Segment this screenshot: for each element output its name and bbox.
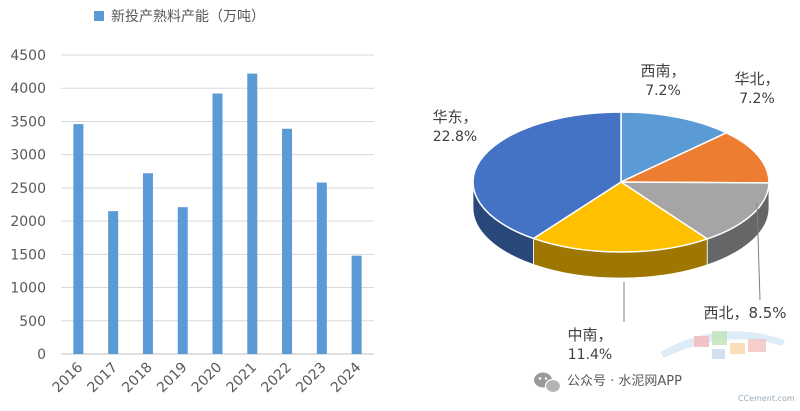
x-tick-label: 2018 <box>119 360 156 397</box>
pie-label-华东: 华东， <box>432 108 477 126</box>
pie-slice-西南 <box>620 111 729 184</box>
pie-pct-华东: 22.8% <box>433 129 477 145</box>
bar-2020 <box>212 93 223 354</box>
x-tick-label: 2020 <box>189 360 226 397</box>
bar-2019 <box>177 207 188 354</box>
y-tick-label: 0 <box>37 347 46 363</box>
y-tick-label: 1500 <box>10 247 46 263</box>
bar-series <box>73 73 362 355</box>
leader-line <box>756 202 761 301</box>
wechat-icon <box>534 372 562 394</box>
pie-slice-华东 <box>472 111 622 240</box>
watermark-text: 公众号 · 水泥网APP <box>567 374 682 389</box>
logo-text: CCement.com <box>738 394 795 403</box>
bar-y-tick-labels: 0 500 1000 1500 2000 2500 3000 3500 4000 4500 <box>10 48 46 363</box>
site-logo: CCement.com <box>660 331 795 403</box>
pie-label-华北: 华北， <box>734 70 779 88</box>
y-tick-label: 2000 <box>10 214 46 230</box>
pie-label-西南: 西南， <box>640 62 685 80</box>
x-tick-label: 2021 <box>224 360 261 397</box>
y-tick-label: 4000 <box>10 81 46 97</box>
bar-2017 <box>108 211 119 354</box>
pie-chart: 西南， 7.2% 华北， 7.2% 西北，8.5% 中南， 11.4% 华东， 22.8% <box>432 62 786 363</box>
y-tick-label: 500 <box>19 314 46 330</box>
pie-slice-西北 <box>618 181 770 240</box>
bar-2016 <box>73 124 84 354</box>
y-tick-label: 4500 <box>10 48 46 64</box>
bar-2022 <box>282 128 293 354</box>
x-tick-label: 2023 <box>293 360 330 397</box>
pie-pct-西南: 7.2% <box>645 83 681 99</box>
pie-label-西北: 西北，8.5% <box>703 304 786 322</box>
y-tick-label: 3000 <box>10 148 46 164</box>
y-tick-label: 3500 <box>10 114 46 130</box>
bar-chart: 0 500 1000 1500 2000 2500 3000 3500 4000 4500 201… <box>10 9 374 396</box>
pie-data-labels: 西南， 7.2% 华北， 7.2% 西北，8.5% 中南， 11.4% 华东， 22.8% <box>432 62 786 363</box>
watermark: 公众号 · 水泥网APP CCement.com <box>534 331 795 403</box>
bar-2018 <box>142 173 153 354</box>
pie-slice-中南 <box>531 181 709 253</box>
pie-label-中南: 中南， <box>567 326 612 344</box>
x-tick-label: 2022 <box>258 360 295 397</box>
x-tick-label: 2024 <box>328 359 365 396</box>
bar-2023 <box>316 182 327 354</box>
pie-slice-华北 <box>620 132 770 184</box>
y-tick-label: 2500 <box>10 181 46 197</box>
pie-pct-中南: 11.4% <box>568 347 612 363</box>
bar-2021 <box>247 73 258 355</box>
pie-top-faces <box>472 111 770 253</box>
legend-label: 新投产熟料产能（万吨） <box>111 9 265 25</box>
x-tick-label: 2019 <box>154 360 191 397</box>
x-tick-label: 2016 <box>50 359 87 396</box>
bar-legend: 新投产熟料产能（万吨） <box>94 9 265 25</box>
pie-leader-lines <box>623 202 761 322</box>
x-tick-label: 2017 <box>84 360 121 397</box>
bar-2024 <box>351 255 362 354</box>
y-tick-label: 1000 <box>10 281 46 297</box>
legend-swatch <box>94 11 104 21</box>
pie-pct-华北: 7.2% <box>739 91 775 107</box>
